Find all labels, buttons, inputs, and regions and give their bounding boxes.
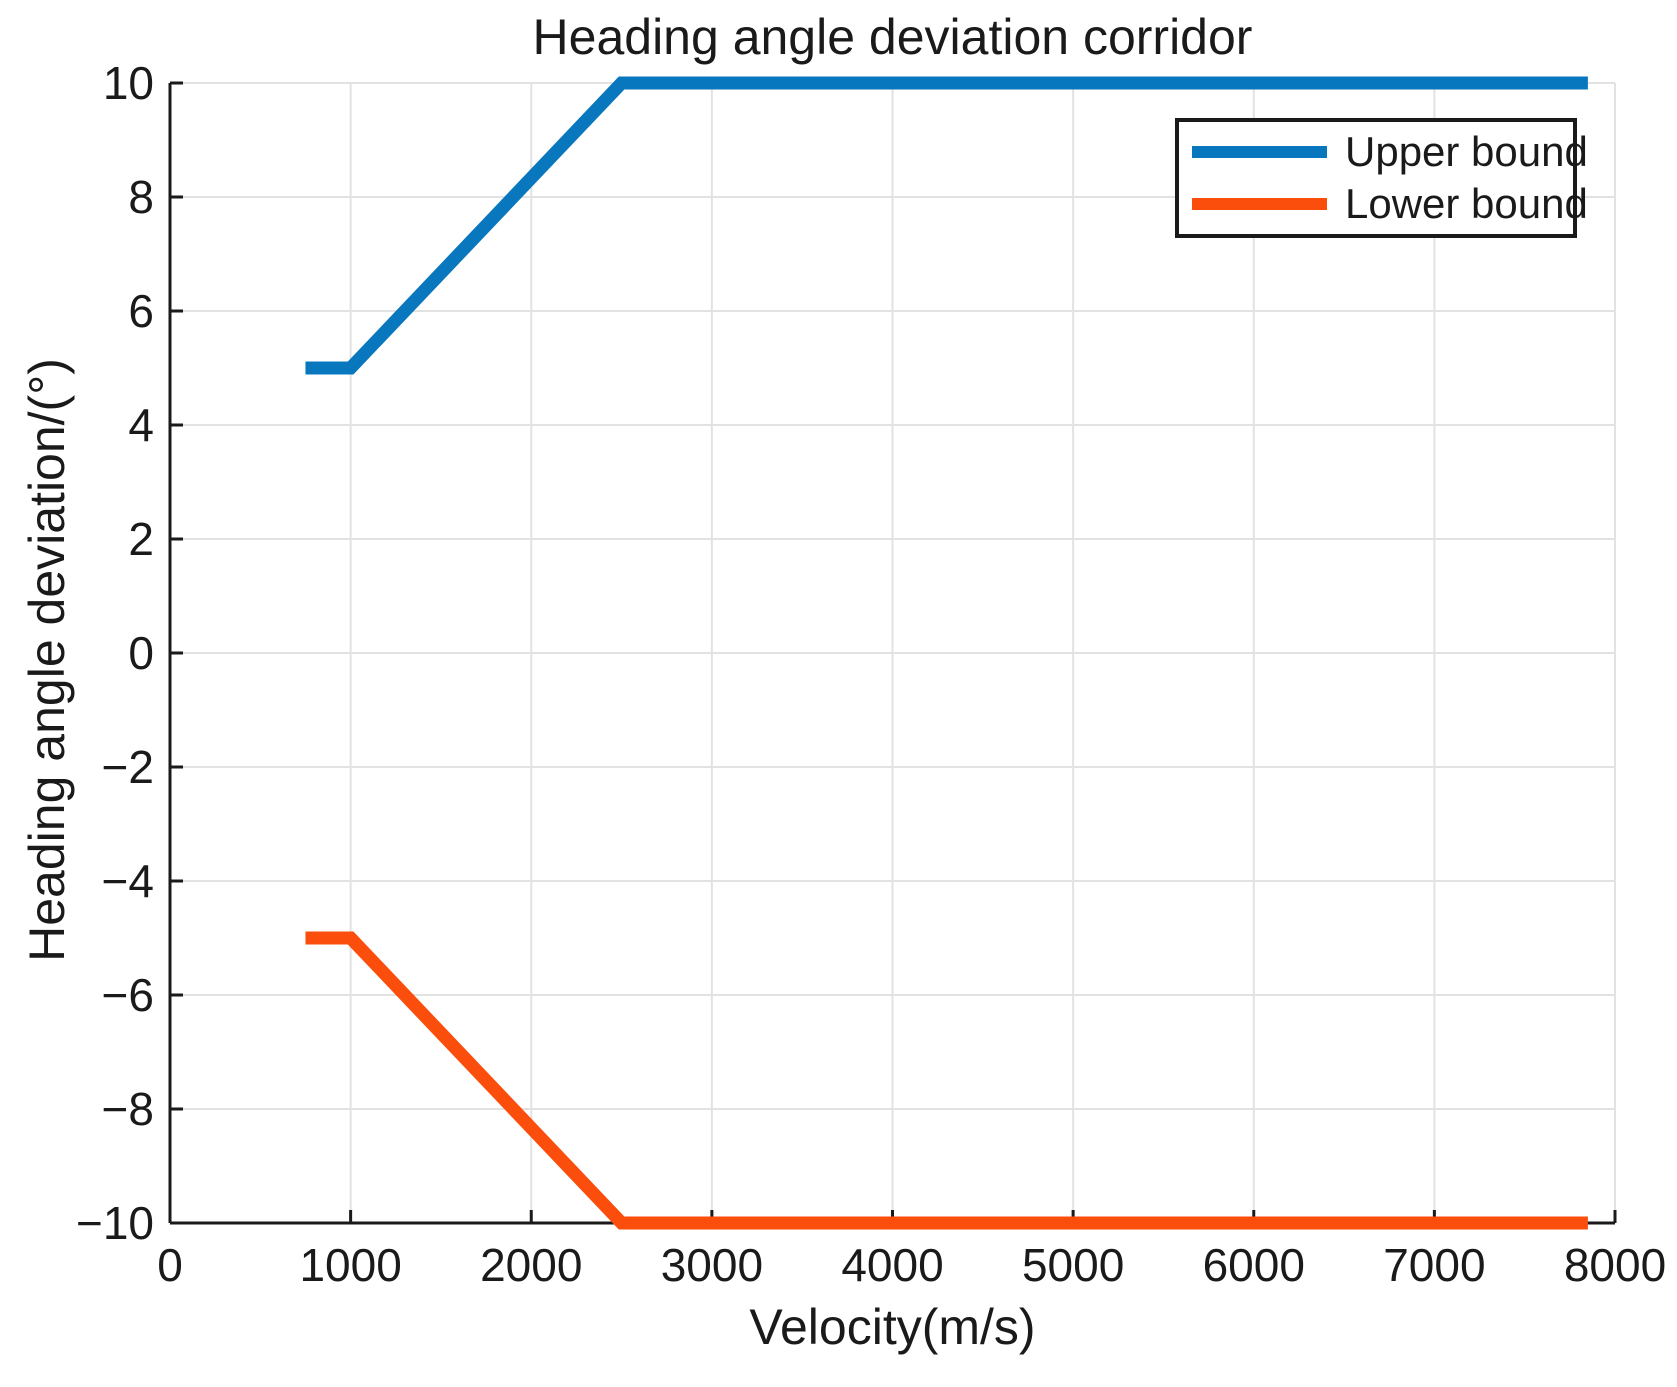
x-tick-label: 5000: [1022, 1239, 1124, 1291]
legend: Upper bound Lower bound: [1175, 118, 1588, 238]
x-tick-label: 7000: [1383, 1239, 1485, 1291]
x-tick-label: 2000: [480, 1239, 582, 1291]
x-tick-label: 1000: [299, 1239, 401, 1291]
x-tick-label: 0: [157, 1239, 183, 1291]
y-tick-label: −4: [102, 855, 154, 907]
legend-swatch-lower-bound: [1192, 198, 1327, 211]
chart-title: Heading angle deviation corridor: [532, 9, 1253, 65]
legend-row-lower-bound: Lower bound: [1179, 180, 1588, 227]
x-tick-label: 4000: [841, 1239, 943, 1291]
y-tick-label: 6: [128, 285, 154, 337]
x-tick-label: 8000: [1564, 1239, 1666, 1291]
series-line-lower-bound: [305, 931, 1588, 1230]
y-tick-label: −10: [76, 1197, 154, 1249]
y-tick-label: −2: [102, 741, 154, 793]
y-tick-label: 8: [128, 171, 154, 223]
y-tick-label: 4: [128, 399, 154, 451]
y-tick-label: 2: [128, 513, 154, 565]
series-line-upper-bound: [305, 76, 1588, 375]
y-tick-label: 10: [103, 57, 154, 109]
legend-label-upper-bound: Upper bound: [1345, 127, 1588, 175]
legend-swatch-upper-bound: [1192, 145, 1327, 158]
y-tick-label: 0: [128, 627, 154, 679]
x-axis-label: Velocity(m/s): [749, 1299, 1036, 1355]
y-tick-label: −6: [102, 969, 154, 1021]
x-tick-label: 6000: [1203, 1239, 1305, 1291]
legend-label-lower-bound: Lower bound: [1345, 180, 1588, 228]
y-axis-label: Heading angle deviation/(°): [19, 358, 75, 962]
y-tick-label: −8: [102, 1083, 154, 1135]
x-tick-label: 3000: [661, 1239, 763, 1291]
legend-row-upper-bound: Upper bound: [1179, 128, 1588, 175]
